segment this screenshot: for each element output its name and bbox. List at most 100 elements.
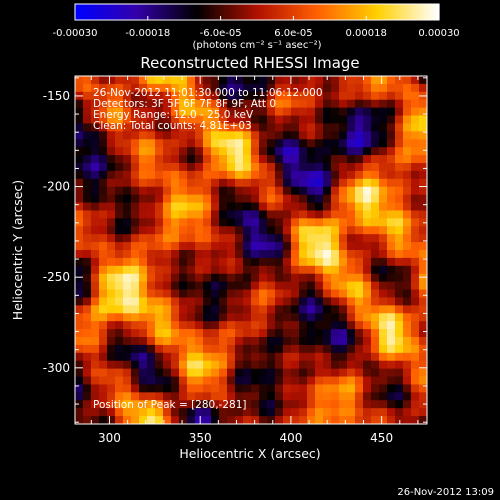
heatmap-cell [251, 163, 260, 172]
heatmap-cell [259, 273, 268, 283]
heatmap-cell [99, 202, 108, 211]
heatmap-cell [259, 107, 268, 117]
heatmap-cell [419, 178, 428, 188]
heatmap-cell [259, 194, 268, 204]
heatmap-cell [371, 321, 380, 330]
heatmap-cell [275, 234, 284, 243]
heatmap-cell [115, 416, 124, 425]
heatmap-cell [235, 123, 244, 132]
colorbar-tick-label: -0.00018 [125, 28, 170, 39]
heatmap-cell [371, 344, 380, 354]
heatmap-cell [251, 210, 260, 219]
heatmap-cell [395, 83, 404, 93]
colorbar-cell [323, 4, 328, 20]
heatmap-cell [403, 210, 412, 219]
colorbar-cell [153, 4, 158, 20]
heatmap-cell [107, 305, 116, 314]
heatmap-cell [355, 392, 364, 401]
heatmap-cell [123, 226, 132, 235]
heatmap-cell [315, 384, 324, 393]
heatmap-cell [195, 194, 204, 204]
heatmap-cell [339, 76, 348, 85]
heatmap-cell [187, 178, 196, 188]
heatmap-cell [379, 194, 388, 204]
heatmap-cell [371, 107, 380, 117]
heatmap-cell [243, 147, 252, 156]
heatmap-cell [91, 376, 100, 385]
heatmap-cell [163, 155, 172, 164]
heatmap-cell [323, 289, 332, 298]
heatmap-cell [355, 313, 364, 322]
heatmap-cell [347, 344, 356, 354]
heatmap-cell [419, 99, 428, 109]
heatmap-cell [291, 194, 300, 204]
heatmap-cell [147, 257, 156, 267]
heatmap-cell [363, 408, 372, 417]
heatmap-cell [275, 170, 284, 180]
heatmap-cell [355, 257, 364, 267]
heatmap-cell [155, 265, 164, 275]
heatmap-cell [107, 297, 116, 306]
heatmap-cell [219, 281, 228, 291]
heatmap-cell [83, 139, 92, 148]
heatmap-cell [123, 186, 132, 196]
heatmap-cell [403, 297, 412, 306]
heatmap-cell [323, 352, 332, 362]
heatmap-cell [307, 250, 316, 259]
heatmap-cell [99, 337, 108, 346]
heatmap-cell [299, 368, 308, 378]
heatmap-cell [379, 250, 388, 259]
heatmap-cell [131, 147, 140, 156]
heatmap-cell [171, 329, 180, 338]
heatmap-cell [411, 281, 420, 291]
heatmap-cell [203, 313, 212, 322]
heatmap-cell [419, 329, 428, 338]
heatmap-cell [355, 360, 364, 370]
heatmap-cell [123, 163, 132, 172]
heatmap-cell [267, 281, 276, 291]
heatmap-cell [139, 368, 148, 378]
heatmap-cell [171, 99, 180, 109]
heatmap-cell [75, 400, 84, 409]
heatmap-cell [307, 170, 316, 180]
heatmap-cell [75, 392, 84, 401]
heatmap-cell [123, 115, 132, 124]
heatmap-cell [283, 115, 292, 124]
heatmap-cell [155, 186, 164, 196]
heatmap-cell [419, 155, 428, 164]
heatmap-cell [315, 329, 324, 338]
heatmap-cell [203, 83, 212, 93]
heatmap-cell [419, 257, 428, 267]
heatmap-cell [179, 368, 188, 378]
heatmap-cell [75, 329, 84, 338]
heatmap-cell [203, 194, 212, 204]
heatmap-cell [179, 186, 188, 196]
heatmap-cell [379, 123, 388, 132]
heatmap-cell [411, 321, 420, 330]
heatmap-cell [171, 131, 180, 140]
heatmap-cell [227, 281, 236, 291]
heatmap-cell [211, 297, 220, 306]
heatmap-cell [187, 408, 196, 417]
heatmap-cell [339, 321, 348, 330]
heatmap-cell [355, 170, 364, 180]
heatmap-cell [235, 344, 244, 354]
heatmap-cell [147, 155, 156, 164]
heatmap-cell [411, 210, 420, 219]
heatmap-cell [227, 273, 236, 283]
colorbar-cell [99, 4, 103, 20]
heatmap-cell [355, 376, 364, 385]
heatmap-cell [179, 178, 188, 188]
heatmap-cell [203, 281, 212, 291]
heatmap-cell [203, 408, 212, 417]
heatmap-cell [123, 297, 132, 306]
heatmap-cell [139, 376, 148, 385]
heatmap-cell [83, 107, 92, 117]
heatmap-cell [195, 107, 204, 117]
heatmap-cell [275, 321, 284, 330]
heatmap-cell [115, 337, 124, 346]
heatmap-cell [347, 147, 356, 156]
heatmap-cell [379, 265, 388, 275]
heatmap-cell [315, 360, 324, 370]
heatmap-cell [259, 147, 268, 156]
